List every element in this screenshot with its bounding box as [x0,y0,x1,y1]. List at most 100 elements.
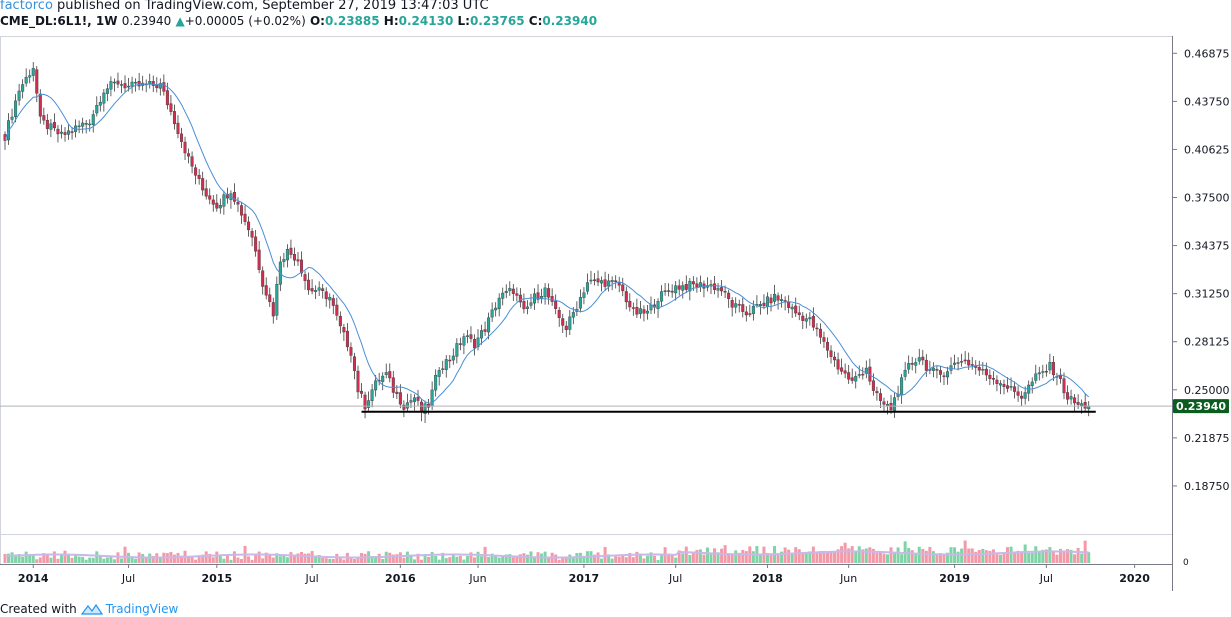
candle-body [45,119,49,129]
volume-bar [296,553,300,563]
candle-body [134,82,138,84]
volume-bar [261,558,265,563]
volume-bar [882,553,886,563]
volume-bar [105,557,109,563]
volume-bar [52,551,56,563]
volume-bar [462,559,466,563]
volume-bar [437,559,441,563]
volume-bar [388,552,392,563]
volume-bar [338,557,342,563]
x-tick-label: Jul [1039,572,1053,585]
high-label: H: [383,14,399,28]
volume-bar [1016,550,1020,563]
volume-bar [423,553,427,563]
tradingview-brand-link[interactable]: TradingView [105,602,179,616]
candle-body [148,81,152,84]
volume-bar [7,553,11,563]
candle-body [938,370,942,375]
candle-body [663,290,667,292]
candle-body [261,270,265,287]
volume-bar [398,552,402,563]
volume-bar [116,552,120,563]
candle-body [1034,373,1038,381]
volume-bar [850,546,854,563]
volume-bar [765,552,769,563]
volume-bar [1002,552,1006,563]
volume-bar [508,554,512,563]
candle-body [737,304,741,306]
time-axis[interactable]: 2014 Jul 2015 Jul 2016 Jun 2017 Jul 2018 Jun 2019 J… [18,564,1150,585]
candle-body [942,375,946,377]
candle-body [102,92,106,104]
volume-bar [257,551,261,563]
volume-axis-label: 0 [1183,558,1189,568]
volume-bar [409,554,413,563]
volume-bar [352,558,356,563]
candle-body [405,402,409,409]
volume-bar [667,553,671,563]
volume-bar [144,557,148,563]
candle-body [857,374,861,376]
volume-bar [134,558,138,563]
volume-bar [744,551,748,563]
volume-bar [525,554,529,563]
candle-body [596,278,600,283]
candle-body [451,355,455,361]
candle-body [49,123,53,130]
price-axis[interactable]: 0.46875 0.43750 0.40625 0.37500 0.34375 0.312… [1172,47,1230,493]
candle-body [924,359,928,371]
candle-body [910,363,914,365]
volume-bar [614,556,618,563]
author-link[interactable]: factorco [0,0,53,13]
volume-bar [1044,549,1048,563]
volume-bar [180,555,183,563]
volume-bar [511,557,515,563]
candle-body [960,361,964,363]
x-tick-label: Jul [121,572,135,585]
volume-bar [991,549,995,563]
candle-body [843,370,847,374]
volume-bar [621,554,625,563]
candle-body [681,285,685,291]
volume-bar [158,557,162,563]
y-tick-label: 0.25000 [1184,384,1230,397]
candle-body [271,302,275,317]
volume-bar [825,552,829,563]
x-tick-label: 2014 [18,572,49,585]
candle-body [38,93,42,117]
candle-body [854,376,858,382]
candle-body [501,292,505,299]
candle-body [158,83,162,89]
y-tick-label: 0.18750 [1184,480,1230,493]
candle-body [571,312,575,318]
candle-body [222,194,226,207]
volume-bar [211,557,215,563]
candle-body [282,259,286,262]
candle-body [691,281,695,285]
volume-bar [1066,549,1070,563]
candle-body [695,283,699,288]
volume-bar [476,551,480,563]
volume-bar [635,551,639,563]
volume-bar [264,552,268,563]
volume-bar [67,554,71,563]
volume-bar [797,549,801,563]
candle-body [727,292,731,299]
candle-body [875,391,879,394]
candle-body [780,299,784,301]
volume-bar [893,552,897,563]
volume-bar [236,557,240,563]
candle-body [264,285,268,296]
candle-body [328,297,332,301]
candle-body [240,205,244,216]
candle-body [582,292,586,298]
candle-body [14,100,18,117]
volume-bar [656,559,660,563]
candle-body [645,310,649,314]
candle-body [77,125,81,128]
volume-bar [197,555,201,563]
volume-bar [292,554,296,563]
candle-body [674,285,678,294]
volume-bar [1080,553,1084,563]
